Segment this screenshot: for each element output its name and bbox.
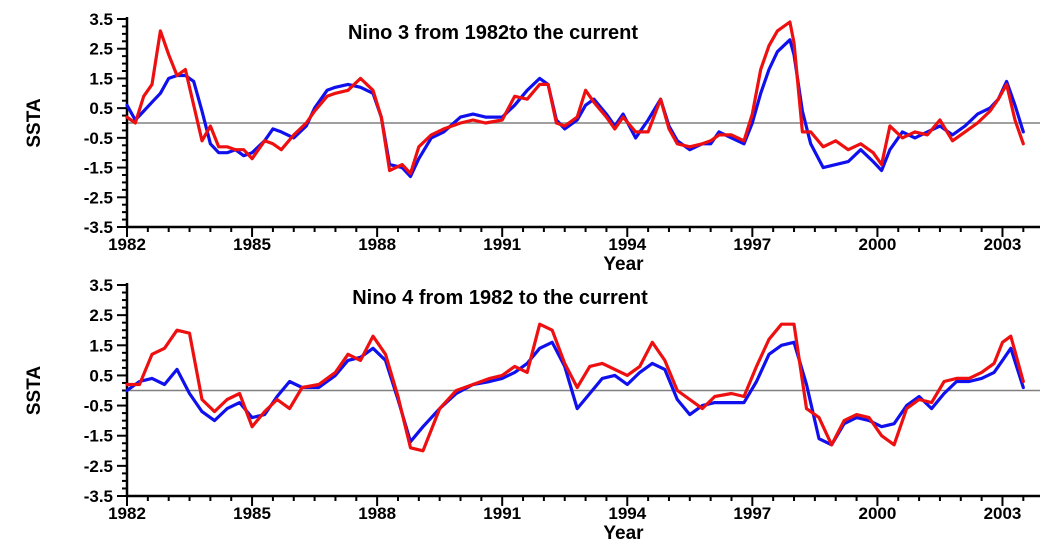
y-tick-label: -2.5: [84, 457, 113, 476]
x-tick-label: 1997: [733, 504, 771, 523]
y-tick-label: 0.5: [89, 366, 113, 385]
y-tick-label: -3.5: [84, 218, 113, 237]
x-tick-label: 2003: [984, 504, 1022, 523]
chart-title: Nino 3 from 1982to the current: [348, 22, 638, 44]
x-tick-label: 1988: [358, 504, 396, 523]
y-tick-label: 3.5: [89, 10, 113, 29]
x-tick-label: 1982: [108, 504, 146, 523]
x-tick-label: 1985: [233, 235, 271, 254]
chart-panel-2: Nino 4 from 1982 to the current 3.5 2.5 1.5…: [24, 276, 1040, 544]
chart-panel-1: Nino 3 from 1982to the current 3.5 2.5 1.5 0…: [24, 10, 1040, 275]
y-tick-label: 2.5: [89, 306, 113, 325]
x-tick-label: 1994: [608, 504, 646, 523]
x-axis-title: Year: [603, 523, 644, 544]
y-tick-label: -2.5: [84, 188, 113, 207]
y-tick-label: 1.5: [89, 336, 113, 355]
x-tick-label: 1997: [733, 235, 771, 254]
y-tick-label: 0.5: [89, 99, 113, 118]
y-tick-label: -0.5: [84, 129, 113, 148]
y-axis-title: SSTA: [24, 98, 45, 148]
x-tick-label: 2003: [984, 235, 1022, 254]
series-line-blue: [125, 340, 1025, 447]
x-tick-label: 1988: [358, 235, 396, 254]
x-tick-label: 1985: [233, 504, 271, 523]
chart-title: Nino 4 from 1982 to the current: [352, 287, 648, 309]
x-tick-label: 1982: [108, 235, 146, 254]
x-tick-label: 2000: [858, 235, 896, 254]
x-axis-title: Year: [603, 254, 644, 275]
series-line-blue: [125, 38, 1025, 179]
y-tick-label: 3.5: [89, 276, 113, 295]
y-tick-label: -0.5: [84, 397, 113, 416]
x-tick-label: 2000: [858, 504, 896, 523]
y-tick-label: -1.5: [84, 427, 113, 446]
y-tick-label: 2.5: [89, 40, 113, 59]
y-axis-title: SSTA: [24, 366, 45, 416]
x-tick-label: 1991: [483, 504, 521, 523]
series-line-red: [125, 20, 1025, 176]
x-tick-label: 1991: [483, 235, 521, 254]
x-tick-label: 1994: [608, 235, 646, 254]
series-line-red: [125, 322, 1025, 453]
y-tick-label: -1.5: [84, 159, 113, 178]
y-tick-label: 1.5: [89, 69, 113, 88]
y-tick-label: -3.5: [84, 487, 113, 506]
